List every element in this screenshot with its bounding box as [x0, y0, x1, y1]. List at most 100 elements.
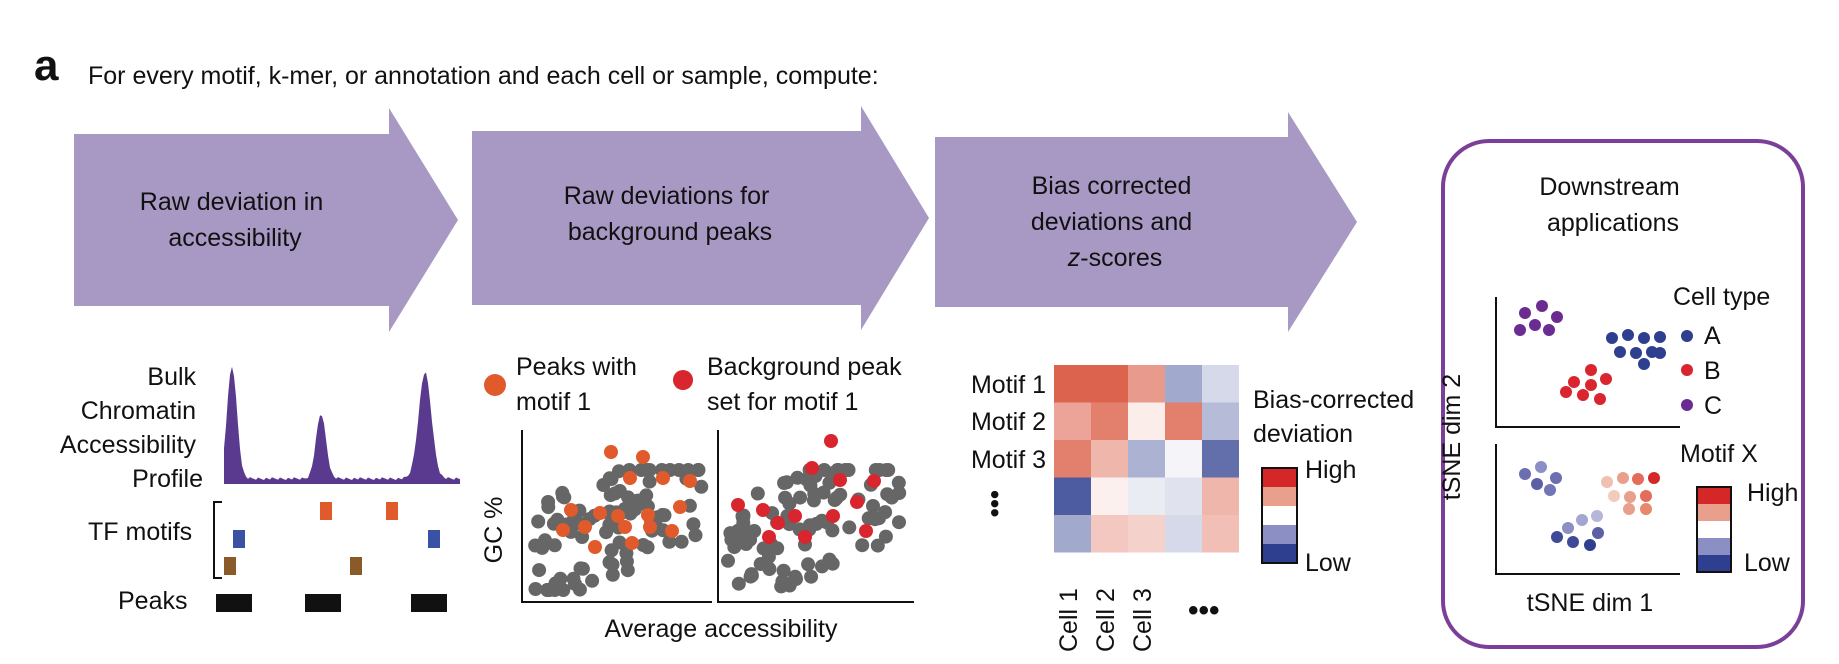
celltype-dot-b	[1681, 364, 1693, 376]
heatmap-cell	[1091, 402, 1128, 440]
motif-x-point	[1531, 478, 1543, 490]
heatmap-row-label: Motif 1	[971, 371, 1046, 399]
motif-x-point	[1544, 484, 1556, 496]
step-line: background peaks	[568, 218, 772, 246]
heatmap-legend-low: Low	[1305, 549, 1352, 577]
heatmap-col-label: Cell 1	[1055, 588, 1083, 652]
heatmap-cell	[1054, 515, 1091, 553]
tf-motifs-bracket	[213, 501, 222, 579]
cell-point-c	[1536, 300, 1548, 312]
colorbar-step	[1697, 555, 1731, 572]
motif-x-low: Low	[1744, 549, 1791, 577]
peak-point	[825, 523, 840, 538]
peak-point	[612, 535, 627, 550]
peak-point	[541, 500, 556, 515]
motif-peak-point	[604, 445, 618, 459]
motif-x-point	[1562, 522, 1574, 534]
peak-point	[532, 563, 547, 578]
cell-point-b	[1585, 364, 1597, 376]
legend-line: Background peak	[707, 353, 902, 381]
profile-label: Bulk Chromatin Accessibility Profile	[60, 363, 203, 493]
scatter-xlabel: Average accessibility	[605, 615, 838, 643]
tf-motif-mark	[233, 530, 245, 548]
tf-motif-mark	[386, 502, 398, 520]
background-peak-point	[824, 434, 838, 448]
peak-point	[842, 520, 857, 535]
step-line: Raw deviations for	[564, 182, 770, 210]
legend-motif-peak-dot	[484, 374, 506, 396]
cell-point-c	[1519, 307, 1531, 319]
peak-bars	[216, 594, 447, 612]
motif-x-point	[1601, 476, 1613, 488]
step-text: Raw deviation in accessibility	[140, 188, 330, 252]
motif-peak-point	[564, 503, 578, 517]
motif-peak-point	[673, 500, 687, 514]
peaks-label: Peaks	[118, 587, 187, 615]
tsne-bottom-points	[1519, 461, 1660, 551]
motif-peak-point	[623, 471, 637, 485]
profile-label-line: Bulk	[147, 363, 196, 391]
step-arrow-bias-corrected: Bias corrected deviations and z-scores	[935, 112, 1357, 332]
background-peak-point	[859, 524, 873, 538]
peak-point	[776, 563, 791, 578]
cell-point-b	[1585, 379, 1597, 391]
motif-x-high: High	[1747, 479, 1798, 507]
cell-point-b	[1594, 393, 1606, 405]
motif-peak-point	[683, 474, 697, 488]
motif-peak-point	[643, 520, 657, 534]
tf-motif-mark	[320, 502, 332, 520]
colorbar-frame	[1261, 467, 1298, 564]
motif-x-point	[1617, 472, 1629, 484]
peak-point	[538, 533, 552, 548]
heatmap-rows-ellipsis: •••	[980, 490, 1010, 517]
downstream-border	[1441, 139, 1805, 649]
heatmap-cell	[1054, 365, 1091, 403]
motif-x-point	[1640, 503, 1652, 515]
scatter-right-axes	[717, 430, 914, 603]
scatter-left-axes	[521, 430, 712, 603]
colorbar-frame	[1696, 486, 1732, 573]
motif-x-point	[1591, 510, 1603, 522]
peak-point	[870, 538, 885, 553]
peak-point	[642, 474, 657, 489]
cell-point-a	[1614, 346, 1626, 358]
peak-point	[804, 569, 819, 584]
panel-title: For every motif, k-mer, or annotation an…	[88, 62, 879, 90]
peak-point	[628, 502, 642, 517]
motif-x-colorbar	[1696, 486, 1732, 573]
colorbar-step	[1262, 525, 1297, 544]
peak-point	[879, 463, 894, 478]
background-peak-point	[762, 530, 776, 544]
colorbar-step	[1697, 504, 1731, 521]
peak-point	[608, 486, 622, 501]
z-italic: z	[1067, 244, 1081, 272]
heatmap-cell	[1054, 477, 1091, 515]
step-arrow-background-deviation: Raw deviations for background peaks	[472, 106, 929, 330]
motif-peak-point	[556, 523, 570, 537]
tsne-bottom-axes	[1495, 444, 1680, 575]
profile-label-line: Profile	[132, 465, 203, 493]
peak-point	[761, 549, 776, 564]
peak-point	[531, 514, 546, 529]
colorbar-step	[1262, 468, 1297, 487]
peak-point	[573, 561, 588, 576]
tf-motif-mark	[428, 530, 440, 548]
cell-point-a	[1622, 329, 1634, 341]
cell-point-b	[1577, 389, 1589, 401]
step-line: z-scores	[1067, 244, 1162, 272]
peak-point	[639, 488, 654, 503]
heatmap-cell	[1091, 440, 1128, 478]
motif-peak-point	[665, 524, 679, 538]
colorbar-step	[1697, 521, 1731, 538]
peak-point	[833, 487, 848, 502]
peak-point	[739, 537, 754, 551]
motif-peak-point	[593, 506, 607, 520]
motif-peak-point	[625, 536, 639, 550]
step-line: deviations and	[1031, 208, 1192, 236]
peak-point	[662, 534, 677, 549]
cell-point-a	[1654, 331, 1666, 343]
tf-motif-mark	[224, 557, 236, 575]
peak-point	[815, 559, 829, 574]
heatmap-col-label: Cell 2	[1092, 588, 1120, 652]
